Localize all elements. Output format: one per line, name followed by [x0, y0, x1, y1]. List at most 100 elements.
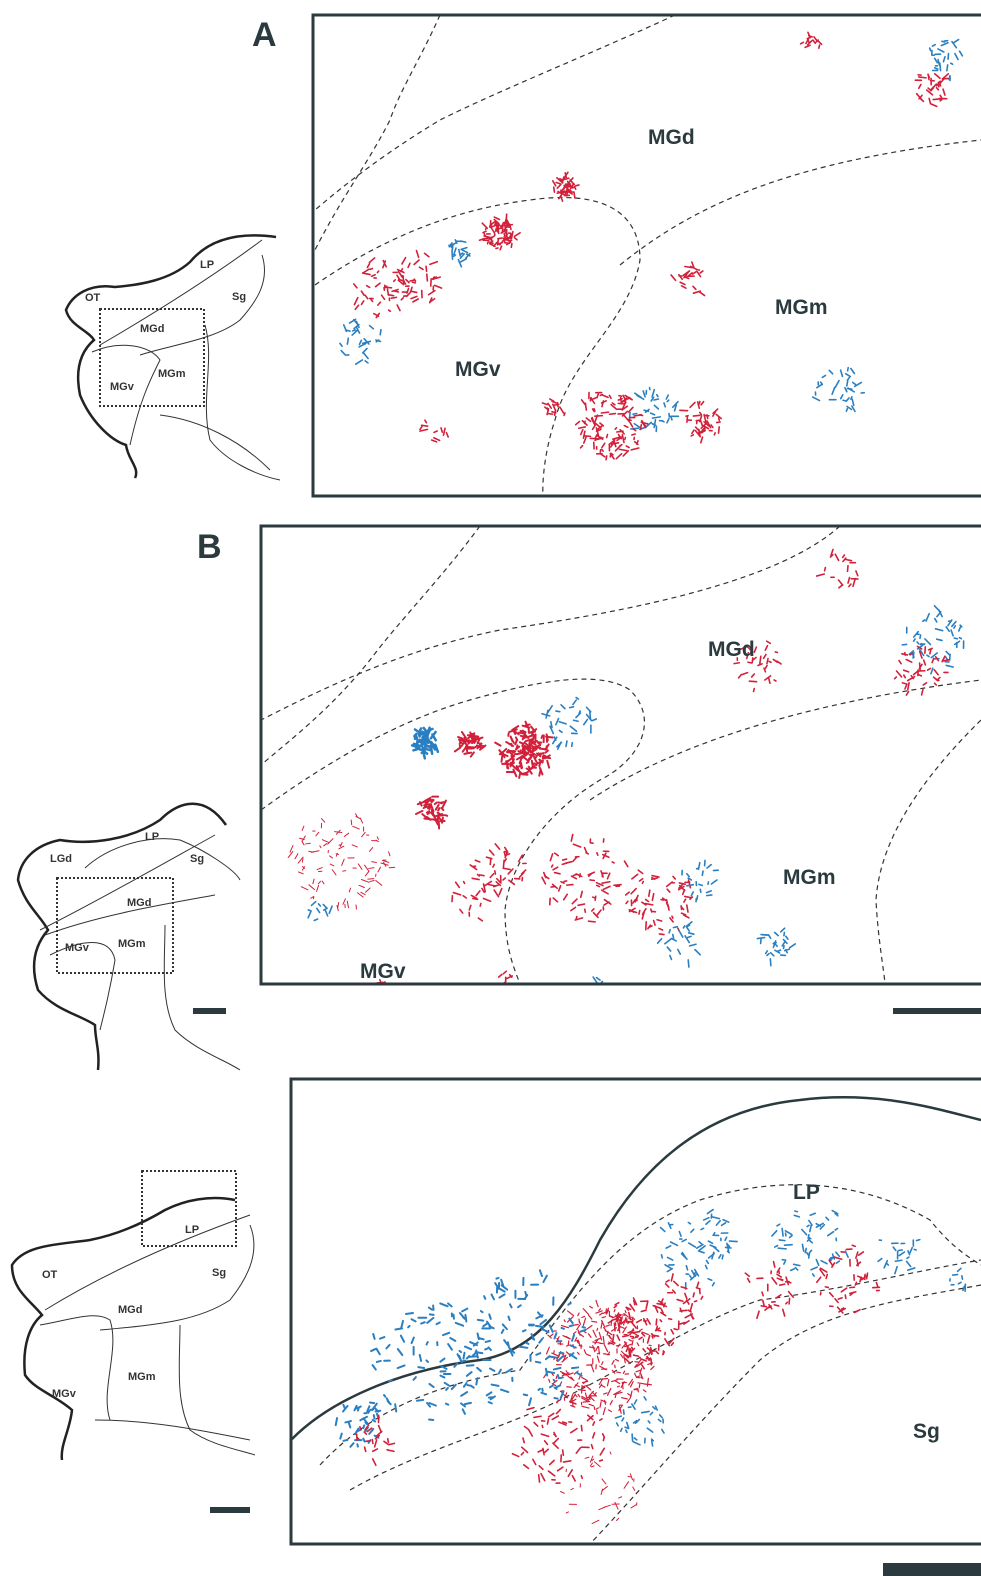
label-fiber: [688, 1222, 690, 1223]
label-fiber: [519, 773, 520, 777]
label-fiber: [464, 882, 465, 884]
label-fiber: [668, 904, 669, 910]
label-fiber: [527, 762, 528, 763]
label-fiber: [369, 868, 374, 869]
label-fiber: [809, 1240, 812, 1243]
label-fiber: [533, 741, 537, 742]
label-fiber: [421, 1322, 425, 1323]
label-fiber: [559, 722, 566, 724]
panel-frame: [291, 1079, 981, 1544]
label-fiber: [487, 1392, 492, 1395]
label-fiber: [567, 885, 573, 886]
label-fiber: [602, 890, 608, 894]
label-fiber: [845, 1251, 848, 1257]
label-fiber: [545, 1441, 548, 1445]
schematic-label: MGd: [127, 897, 151, 909]
label-fiber: [460, 909, 463, 913]
label-fiber: [946, 665, 953, 667]
label-fiber: [522, 746, 525, 747]
label-fiber: [643, 1349, 645, 1352]
label-fiber: [635, 1373, 637, 1377]
label-fiber: [723, 1220, 729, 1223]
label-fiber: [707, 891, 712, 893]
label-fiber: [467, 1356, 470, 1358]
label-fiber: [666, 1284, 669, 1287]
label-fiber: [499, 974, 502, 977]
label-fiber: [725, 1237, 727, 1240]
label-fiber: [476, 1378, 477, 1384]
label-fiber: [707, 895, 712, 896]
label-fiber: [923, 683, 926, 685]
label-fiber: [518, 1305, 521, 1307]
label-fiber: [695, 1301, 697, 1302]
label-fiber: [323, 904, 326, 907]
label-fiber: [634, 1438, 636, 1440]
label-fiber: [652, 894, 653, 901]
label-fiber: [748, 1278, 750, 1282]
label-fiber: [494, 217, 499, 219]
label-fiber: [652, 1440, 653, 1446]
label-fiber: [678, 949, 680, 954]
label-fiber: [641, 1359, 646, 1361]
label-fiber: [592, 418, 594, 423]
label-fiber: [339, 846, 344, 849]
label-fiber: [356, 816, 360, 818]
label-fiber: [475, 860, 479, 862]
label-fiber: [638, 1376, 640, 1377]
label-fiber: [899, 1250, 903, 1251]
label-fiber: [734, 663, 739, 664]
label-fiber: [615, 1381, 620, 1384]
label-fiber: [929, 98, 930, 103]
label-fiber: [618, 1386, 620, 1387]
label-fiber: [520, 1347, 527, 1348]
label-fiber: [582, 1316, 585, 1317]
label-fiber: [548, 706, 552, 713]
region-label: LP: [793, 1181, 820, 1204]
label-fiber: [700, 412, 702, 414]
label-fiber: [699, 292, 704, 296]
label-fiber: [437, 1322, 440, 1324]
label-fiber: [702, 871, 703, 875]
label-fiber: [435, 285, 442, 288]
label-fiber: [597, 910, 601, 915]
label-fiber: [674, 1329, 677, 1330]
label-fiber: [668, 1223, 670, 1228]
label-fiber: [578, 1313, 579, 1316]
label-fiber: [556, 711, 560, 712]
label-fiber: [561, 1328, 563, 1329]
label-fiber: [835, 381, 839, 388]
label-fiber: [597, 1353, 599, 1354]
label-fiber: [533, 1459, 536, 1464]
label-fiber: [648, 925, 651, 929]
label-fiber: [572, 1476, 575, 1481]
label-fiber: [472, 1386, 474, 1387]
label-fiber: [408, 263, 410, 267]
label-fiber: [895, 1267, 897, 1274]
label-fiber: [794, 1264, 800, 1265]
label-fiber: [597, 1411, 598, 1414]
label-fiber: [467, 740, 470, 741]
label-fiber: [825, 568, 826, 571]
label-fiber: [600, 1460, 603, 1461]
label-fiber: [686, 1266, 687, 1270]
label-fiber: [572, 1367, 578, 1368]
label-fiber: [474, 867, 476, 868]
label-fiber: [943, 89, 945, 95]
label-fiber: [693, 286, 696, 289]
label-fiber: [622, 435, 624, 443]
label-fiber: [570, 726, 576, 731]
label-fiber: [638, 870, 642, 873]
label-fiber: [729, 1241, 737, 1242]
label-fiber: [309, 885, 315, 890]
label-fiber: [602, 1317, 605, 1318]
label-fiber: [386, 287, 392, 288]
label-fiber: [571, 1488, 573, 1489]
label-fiber: [619, 449, 626, 450]
label-fiber: [632, 1332, 640, 1333]
label-fiber: [372, 1440, 373, 1444]
label-fiber: [547, 1372, 554, 1373]
label-fiber: [815, 40, 818, 43]
label-fiber: [674, 1281, 678, 1285]
label-fiber: [595, 435, 597, 439]
label-fiber: [946, 651, 950, 655]
